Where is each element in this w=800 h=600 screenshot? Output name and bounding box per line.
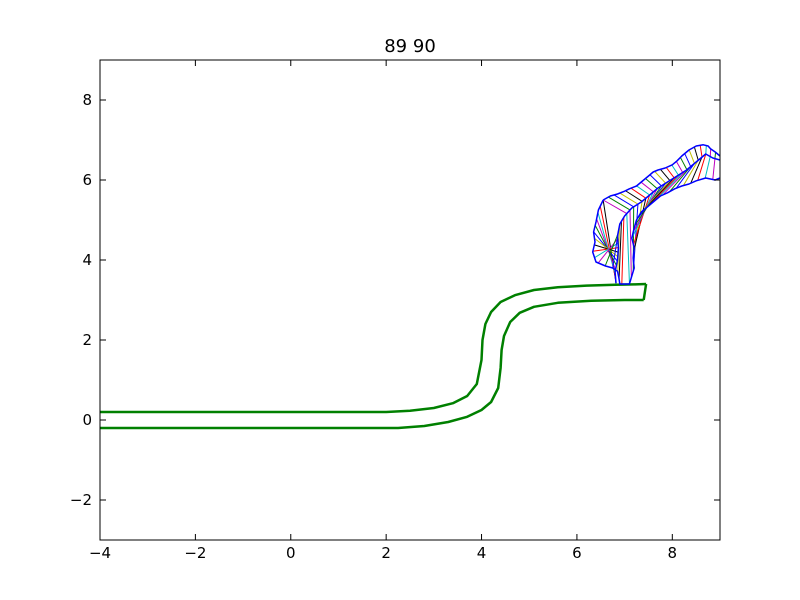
hatch-line <box>602 199 628 215</box>
hatch-line <box>682 159 699 186</box>
x-tick-label: 2 <box>381 544 391 562</box>
hatch-line <box>629 209 632 278</box>
hatch-line <box>714 152 717 159</box>
x-axis: −4 −2 0 2 4 6 8 <box>89 60 677 562</box>
series-line-channel-upper-edge <box>100 282 647 414</box>
hatch-line <box>697 153 707 181</box>
y-tick-label: 6 <box>82 171 92 189</box>
hatch-line <box>632 194 651 246</box>
hatch-line <box>597 212 616 275</box>
series-line-blob-inner-outline <box>591 177 720 285</box>
hatch-line <box>654 171 666 184</box>
hatch-line <box>592 247 619 252</box>
hatch-line <box>596 218 616 271</box>
hatch-line <box>640 181 654 193</box>
hatch-line <box>625 190 643 202</box>
hatch-line <box>645 177 675 209</box>
hatch-line <box>688 149 695 164</box>
y-axis: −2 0 2 4 6 8 <box>70 91 720 509</box>
series-line-blob-outer-outline <box>602 144 720 201</box>
plot-area <box>100 144 720 430</box>
hatch-line <box>594 237 619 257</box>
y-tick-label: 8 <box>82 91 92 109</box>
x-tick-label: 8 <box>668 544 678 562</box>
hatch-line <box>633 204 639 265</box>
hatch-line <box>613 194 634 208</box>
x-tick-label: −2 <box>184 544 206 562</box>
hatch-line <box>621 217 625 285</box>
hatch-line <box>669 166 692 192</box>
hatch-line <box>594 244 619 253</box>
hatch-line <box>608 196 631 211</box>
hatch-line <box>594 242 619 259</box>
hatch-line <box>645 178 658 190</box>
hatch-line <box>671 164 679 176</box>
hatch-line <box>712 158 716 180</box>
hatch-line <box>604 234 619 267</box>
plot-frame <box>99 59 721 541</box>
y-tick-label: 2 <box>82 331 92 349</box>
hatch-line <box>675 163 695 189</box>
hatch-line <box>665 167 675 179</box>
hatch-line <box>704 156 711 179</box>
series-line-blob-midline-outline <box>614 153 720 284</box>
hatch-line <box>630 187 647 199</box>
hatch-line <box>662 169 688 196</box>
hatch-line <box>679 157 688 170</box>
blob-hatch-lines <box>592 145 720 285</box>
x-tick-label: 6 <box>572 544 582 562</box>
hatch-line <box>660 169 671 181</box>
x-tick-label: 0 <box>286 544 296 562</box>
hatch-line <box>693 146 699 161</box>
y-tick-label: 0 <box>82 411 92 429</box>
y-tick-label: −2 <box>70 491 92 509</box>
hatch-line <box>594 225 617 266</box>
hatch-line <box>699 145 703 158</box>
series-line-channel-lower-edge <box>100 298 644 430</box>
hatch-line <box>636 185 650 196</box>
chart-title: 89 90 <box>384 36 436 57</box>
x-tick-label: 4 <box>477 544 487 562</box>
y-tick-label: 4 <box>82 251 92 269</box>
x-tick-label: −4 <box>89 544 111 562</box>
hatch-line <box>690 156 703 184</box>
series-layer <box>100 144 720 430</box>
series-line-channel-end-cap <box>642 283 648 301</box>
hatch-line <box>656 172 684 200</box>
hatch-line <box>684 153 692 167</box>
hatch-line <box>675 161 684 173</box>
hatch-line <box>618 221 622 280</box>
hatch-line <box>626 213 630 284</box>
hatch-line <box>619 192 639 205</box>
hatch-line <box>649 174 662 187</box>
